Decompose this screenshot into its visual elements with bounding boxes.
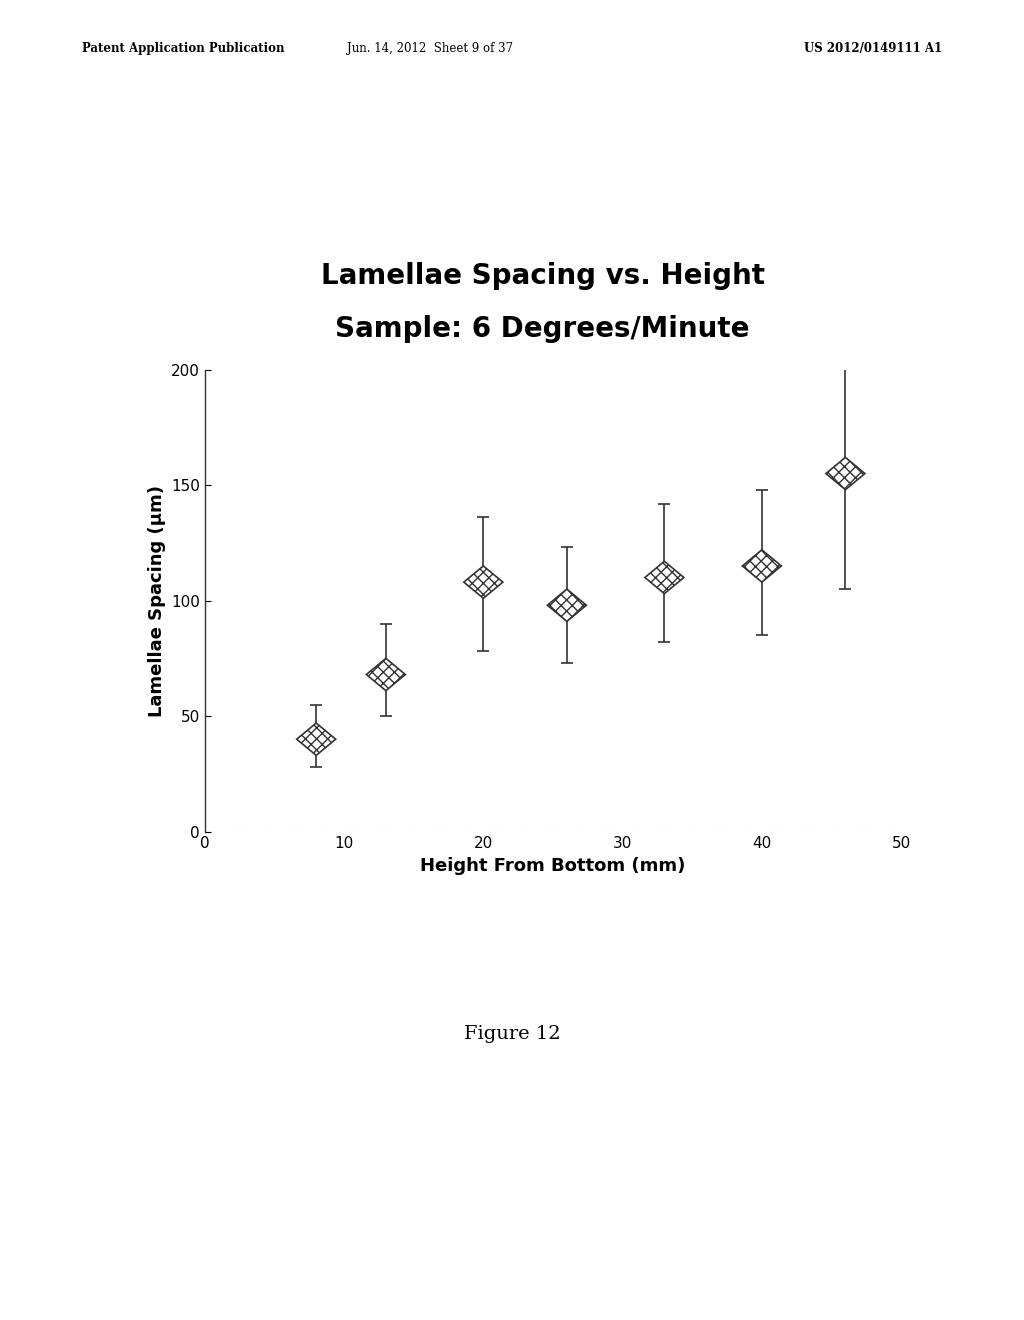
Polygon shape <box>464 566 503 598</box>
Polygon shape <box>297 723 336 755</box>
Text: Lamellae Spacing vs. Height: Lamellae Spacing vs. Height <box>321 263 765 290</box>
Polygon shape <box>742 549 781 582</box>
Polygon shape <box>645 561 684 594</box>
Y-axis label: Lamellae Spacing (μm): Lamellae Spacing (μm) <box>147 484 166 717</box>
Text: Jun. 14, 2012  Sheet 9 of 37: Jun. 14, 2012 Sheet 9 of 37 <box>347 42 513 55</box>
X-axis label: Height From Bottom (mm): Height From Bottom (mm) <box>420 857 686 875</box>
Polygon shape <box>548 589 587 622</box>
Text: Sample: 6 Degrees/Minute: Sample: 6 Degrees/Minute <box>336 315 750 343</box>
Polygon shape <box>367 659 406 690</box>
Polygon shape <box>826 458 865 490</box>
Text: US 2012/0149111 A1: US 2012/0149111 A1 <box>804 42 942 55</box>
Text: Patent Application Publication: Patent Application Publication <box>82 42 285 55</box>
Text: Figure 12: Figure 12 <box>464 1024 560 1043</box>
